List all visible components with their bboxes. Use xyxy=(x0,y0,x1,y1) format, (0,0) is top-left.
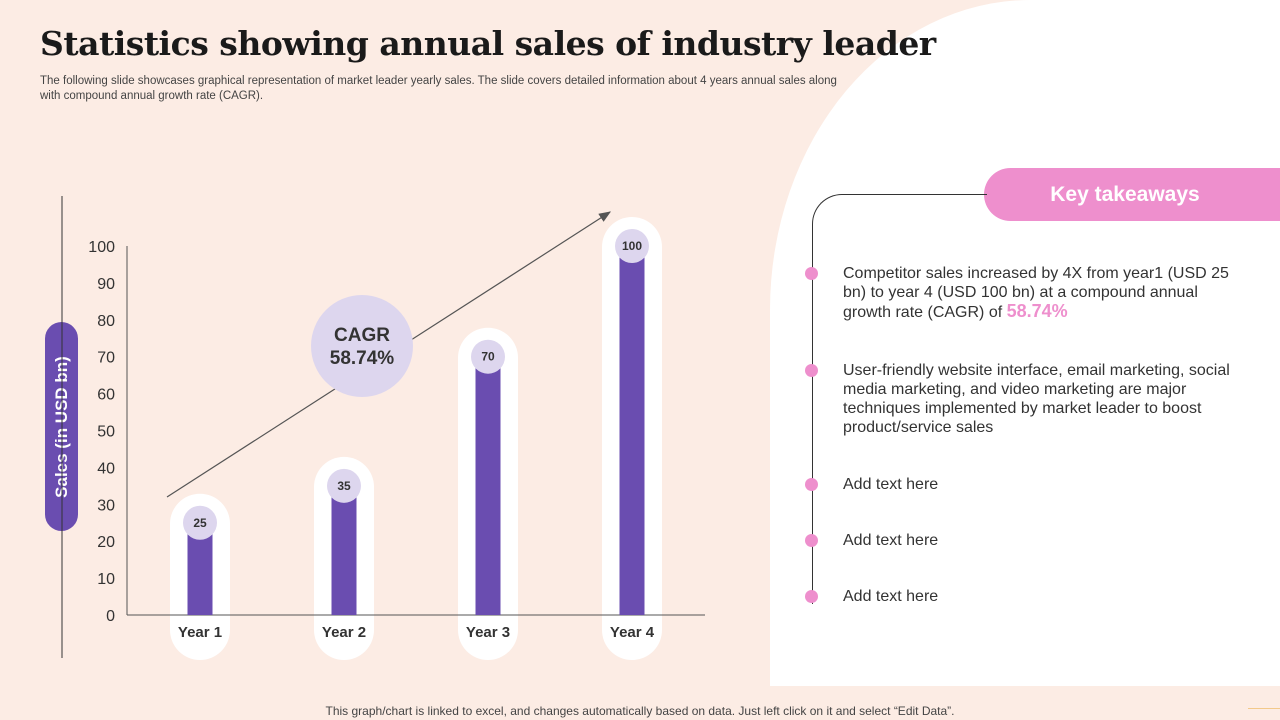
bullet-dot xyxy=(805,267,818,280)
takeaway-item-1: Competitor sales increased by 4X from ye… xyxy=(805,264,1238,322)
key-takeaways-heading: Key takeaways xyxy=(984,168,1280,221)
takeaway-5-text: Add text here xyxy=(843,588,939,605)
y-tick-label: 60 xyxy=(97,387,115,404)
y-tick-label: 0 xyxy=(106,608,115,625)
x-tick-label: Year 1 xyxy=(178,624,222,641)
bullet-dot xyxy=(805,478,818,491)
y-tick-label: 90 xyxy=(97,276,115,293)
bar[interactable] xyxy=(619,246,645,615)
takeaway-item-3: Add text here xyxy=(805,475,1238,494)
data-label: 70 xyxy=(481,350,495,364)
y-tick-label: 10 xyxy=(97,571,115,588)
takeaways-timeline xyxy=(812,194,987,604)
y-tick-label: 100 xyxy=(88,239,115,256)
data-label-circle xyxy=(471,339,505,374)
sales-bar-chart[interactable]: CAGR 58.74% 0 10 20 30 40 50 60 70 80 90 100 Year … xyxy=(0,0,770,700)
takeaway-2-text: User-friendly website interface, email m… xyxy=(843,362,1230,436)
y-tick-label: 30 xyxy=(97,497,115,514)
takeaway-item-4: Add text here xyxy=(805,531,1238,550)
cagr-label: CAGR xyxy=(334,325,390,346)
footer-note: This graph/chart is linked to excel, and… xyxy=(325,704,955,718)
data-label-circle xyxy=(327,468,361,503)
bullet-dot xyxy=(805,534,818,547)
takeaway-1-highlight: 58.74% xyxy=(1006,301,1068,321)
data-label: 100 xyxy=(622,239,642,253)
bar[interactable] xyxy=(475,356,501,615)
takeaway-3-text: Add text here xyxy=(843,476,939,493)
bullet-dot xyxy=(805,590,818,603)
y-tick-label: 50 xyxy=(97,424,115,441)
data-label-circle xyxy=(183,505,217,540)
y-tick-label: 40 xyxy=(97,460,115,477)
data-label: 35 xyxy=(337,479,351,493)
cagr-value: 58.74% xyxy=(330,348,395,369)
takeaway-item-5: Add text here xyxy=(805,587,1238,606)
page-subtitle: The following slide showcases graphical … xyxy=(40,75,837,102)
cagr-badge: CAGR 58.74% xyxy=(311,295,413,397)
takeaway-4-text: Add text here xyxy=(843,532,939,549)
data-label: 25 xyxy=(193,516,207,530)
x-tick-label: Year 3 xyxy=(466,624,510,641)
bullet-dot xyxy=(805,364,818,377)
takeaway-item-2: User-friendly website interface, email m… xyxy=(805,361,1238,437)
takeaway-1-text: Competitor sales increased by 4X from ye… xyxy=(843,265,1229,321)
bar[interactable] xyxy=(331,485,357,615)
y-tick-label: 20 xyxy=(97,534,115,551)
x-tick-label: Year 4 xyxy=(610,624,655,641)
x-tick-label: Year 2 xyxy=(322,624,366,641)
data-label-circle xyxy=(615,229,649,263)
page-title: Statistics showing annual sales of indus… xyxy=(40,24,936,63)
decorative-line xyxy=(1248,708,1280,709)
y-tick-label: 70 xyxy=(97,350,115,367)
y-tick-label: 80 xyxy=(97,313,115,330)
takeaways-panel xyxy=(770,0,1280,686)
